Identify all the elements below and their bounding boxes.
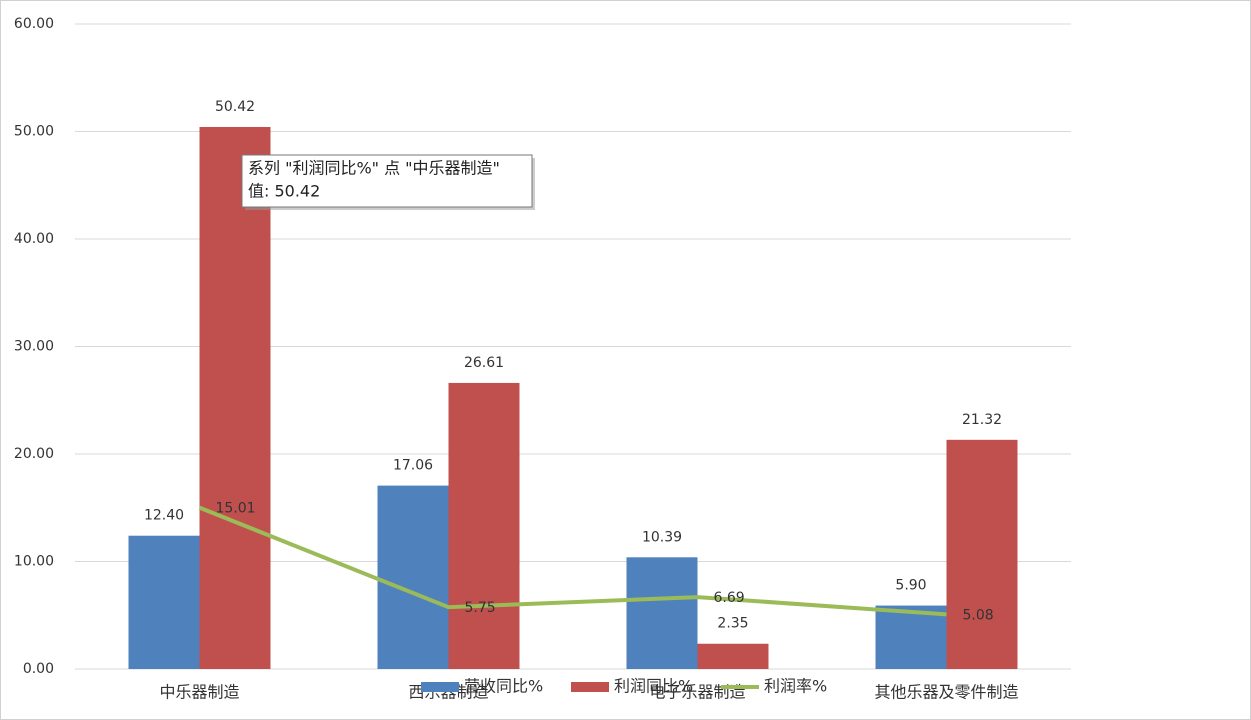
y-tick-label: 50.00 bbox=[14, 124, 54, 140]
y-tick-label: 0.00 bbox=[23, 661, 54, 677]
data-label: 12.40 bbox=[144, 508, 184, 524]
tooltip-text: 系列 "利润同比%" 点 "中乐器制造" bbox=[248, 159, 500, 178]
y-tick-label: 60.00 bbox=[14, 16, 54, 32]
tooltip: 系列 "利润同比%" 点 "中乐器制造" 值: 50.42 bbox=[241, 154, 535, 210]
y-tick-label: 20.00 bbox=[14, 446, 54, 462]
data-label: 50.42 bbox=[215, 99, 255, 115]
data-label: 15.01 bbox=[216, 501, 256, 517]
legend-label: 利润同比% bbox=[614, 677, 693, 696]
bar bbox=[448, 382, 520, 669]
data-label: 5.90 bbox=[895, 578, 926, 594]
legend-swatch bbox=[421, 682, 459, 692]
y-tick-label: 30.00 bbox=[14, 339, 54, 355]
data-label: 6.69 bbox=[714, 590, 745, 606]
tooltip-text: 值: 50.42 bbox=[248, 182, 320, 201]
y-tick-label: 40.00 bbox=[14, 231, 54, 247]
bar bbox=[626, 557, 698, 669]
legend-swatch bbox=[571, 682, 609, 692]
data-label: 2.35 bbox=[717, 616, 748, 632]
legend-label: 利润率% bbox=[764, 677, 827, 696]
data-label: 5.75 bbox=[465, 600, 496, 616]
data-label: 17.06 bbox=[393, 458, 433, 474]
bar bbox=[875, 605, 947, 669]
x-tick-label: 其他乐器及零件制造 bbox=[874, 683, 1018, 702]
bar bbox=[199, 126, 271, 670]
data-label: 10.39 bbox=[642, 529, 682, 545]
bar bbox=[946, 439, 1018, 669]
data-label: 26.61 bbox=[464, 355, 504, 371]
data-label: 21.32 bbox=[962, 412, 1002, 428]
tooltip-box bbox=[241, 154, 533, 208]
bar bbox=[377, 485, 449, 669]
legend-label: 营收同比% bbox=[464, 677, 543, 696]
data-label: 5.08 bbox=[963, 607, 994, 623]
bar bbox=[128, 535, 200, 669]
line bbox=[198, 505, 947, 617]
x-tick-label: 中乐器制造 bbox=[159, 683, 239, 702]
y-tick-label: 10.00 bbox=[14, 554, 54, 570]
bar bbox=[697, 643, 769, 669]
